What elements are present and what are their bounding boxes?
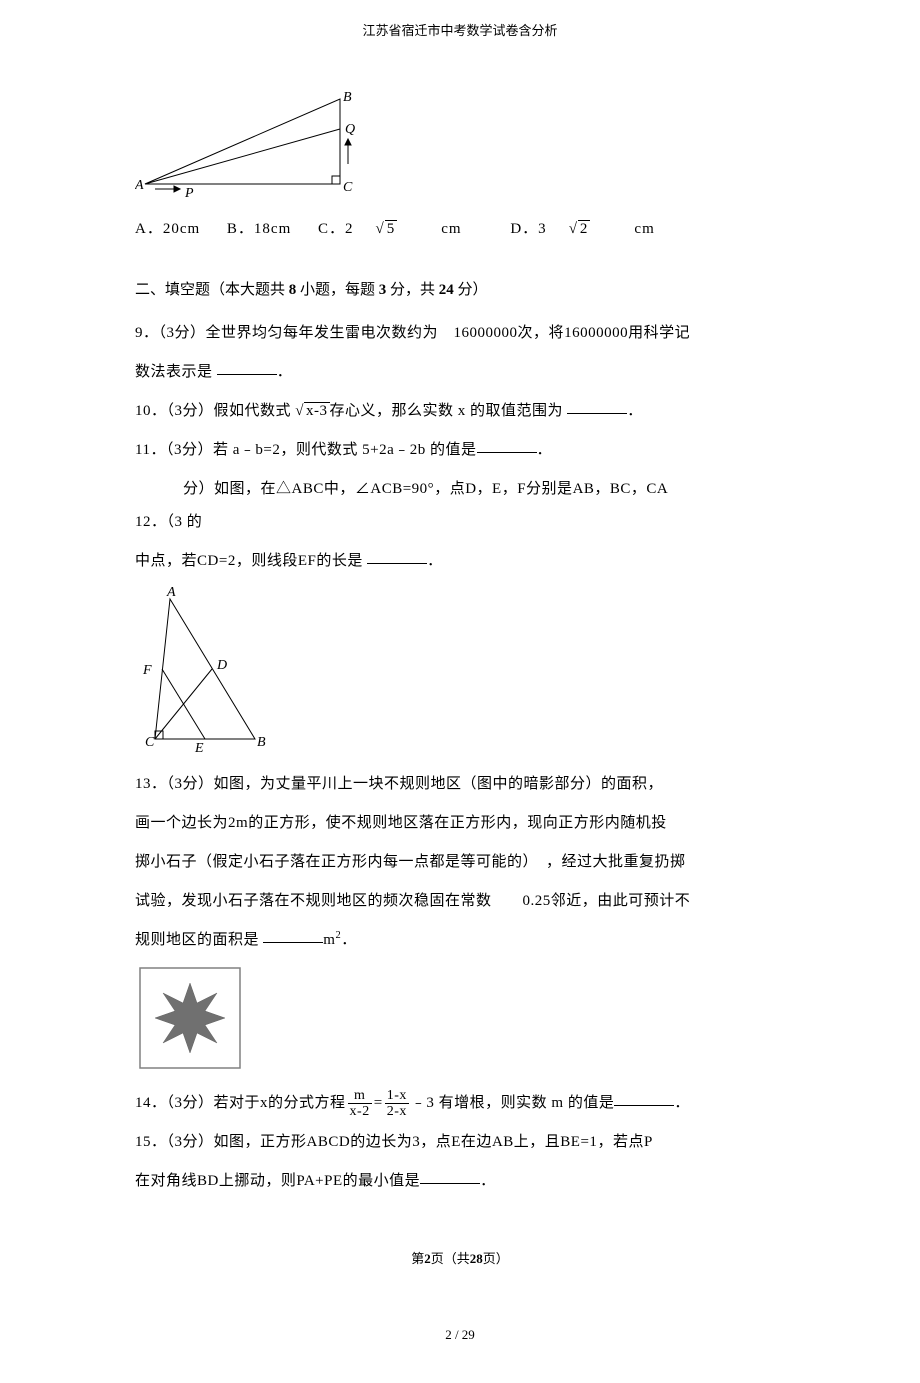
label-E: E — [194, 741, 204, 754]
label-P: P — [184, 186, 194, 199]
q11-blank — [477, 437, 537, 453]
q13-line2: 画一个边长为2m的正方形，使不规则地区落在正方形内，现向正方形内随机投 — [135, 807, 785, 840]
q12-blank — [367, 548, 427, 564]
option-A: A．20cm — [135, 221, 200, 237]
q14-blank — [614, 1090, 674, 1106]
label-B: B — [257, 735, 266, 750]
q12-figure: A B C D E F — [135, 584, 785, 754]
label-A: A — [166, 585, 176, 600]
label-A: A — [135, 178, 144, 193]
q15-blank — [420, 1168, 480, 1184]
option-C: C．2√5cm — [318, 221, 488, 237]
document-header: 江苏省宿迁市中考数学试卷含分析 — [135, 20, 785, 39]
q8-options: A．20cm B．18cm C．2√5cm D．3√2cm — [135, 213, 785, 246]
page-footer-2: 2 / 29 — [135, 1327, 785, 1343]
q14-line1: 14．（3分）若对于x的分式方程mx-2=1-x2-x﹣3 有增根，则实数 m … — [135, 1087, 785, 1120]
q9-line1: 9．（3分）全世界均匀每年发生雷电次数约为 16000000次，将1600000… — [135, 317, 785, 350]
q15-line1: 15．（3分）如图，正方形ABCD的边长为3，点E在边AB上，且BE=1，若点P — [135, 1126, 785, 1159]
q12-line1: 分）如图，在△ABC中，∠ACB=90°，点D，E，F分别是AB，BC，CA — [135, 473, 785, 506]
q13-figure — [135, 963, 785, 1073]
label-C: C — [145, 735, 155, 750]
q10-line1: 10．（3分）假如代数式 √x-3存心义，那么实数 x 的取值范围为 ． — [135, 395, 785, 428]
q11-line1: 11．（3分）若 a﹣b=2，则代数式 5+2a﹣2b 的值是． — [135, 434, 785, 467]
q8-figure: A B C P Q — [135, 89, 785, 199]
q9-line2: 数法表示是 ． — [135, 356, 785, 389]
q10-blank — [567, 398, 627, 414]
label-C: C — [343, 180, 353, 195]
label-B: B — [343, 90, 352, 105]
section-2-title: 二、填空题（本大题共 8 小题，每题 3 分，共 24 分） — [135, 274, 785, 307]
label-F: F — [142, 663, 152, 678]
q13-line4: 试验，发现小石子落在不规则地区的频次稳固在常数 0.25邻近，由此可预计不 — [135, 885, 785, 918]
option-B: B．18cm — [227, 221, 291, 237]
page-footer: 第2页（共28页） — [135, 1248, 785, 1267]
label-Q: Q — [345, 122, 355, 137]
q15-line2: 在对角线BD上挪动，则PA+PE的最小值是． — [135, 1165, 785, 1198]
label-D: D — [216, 658, 227, 673]
q12-line2: 中点，若CD=2，则线段EF的长是 ． — [135, 545, 785, 578]
q12-num: 12．（3 的 — [135, 506, 785, 539]
q13-blank — [263, 927, 323, 943]
option-D: D．3√2cm — [510, 221, 676, 237]
q13-line5: 规则地区的面积是 m2． — [135, 924, 785, 957]
q13-line3: 掷小石子（假定小石子落在正方形内每一点都是等可能的） ，经过大批重复扔掷 — [135, 846, 785, 879]
q9-blank — [217, 359, 277, 375]
q13-line1: 13．（3分）如图，为丈量平川上一块不规则地区（图中的暗影部分）的面积， — [135, 768, 785, 801]
